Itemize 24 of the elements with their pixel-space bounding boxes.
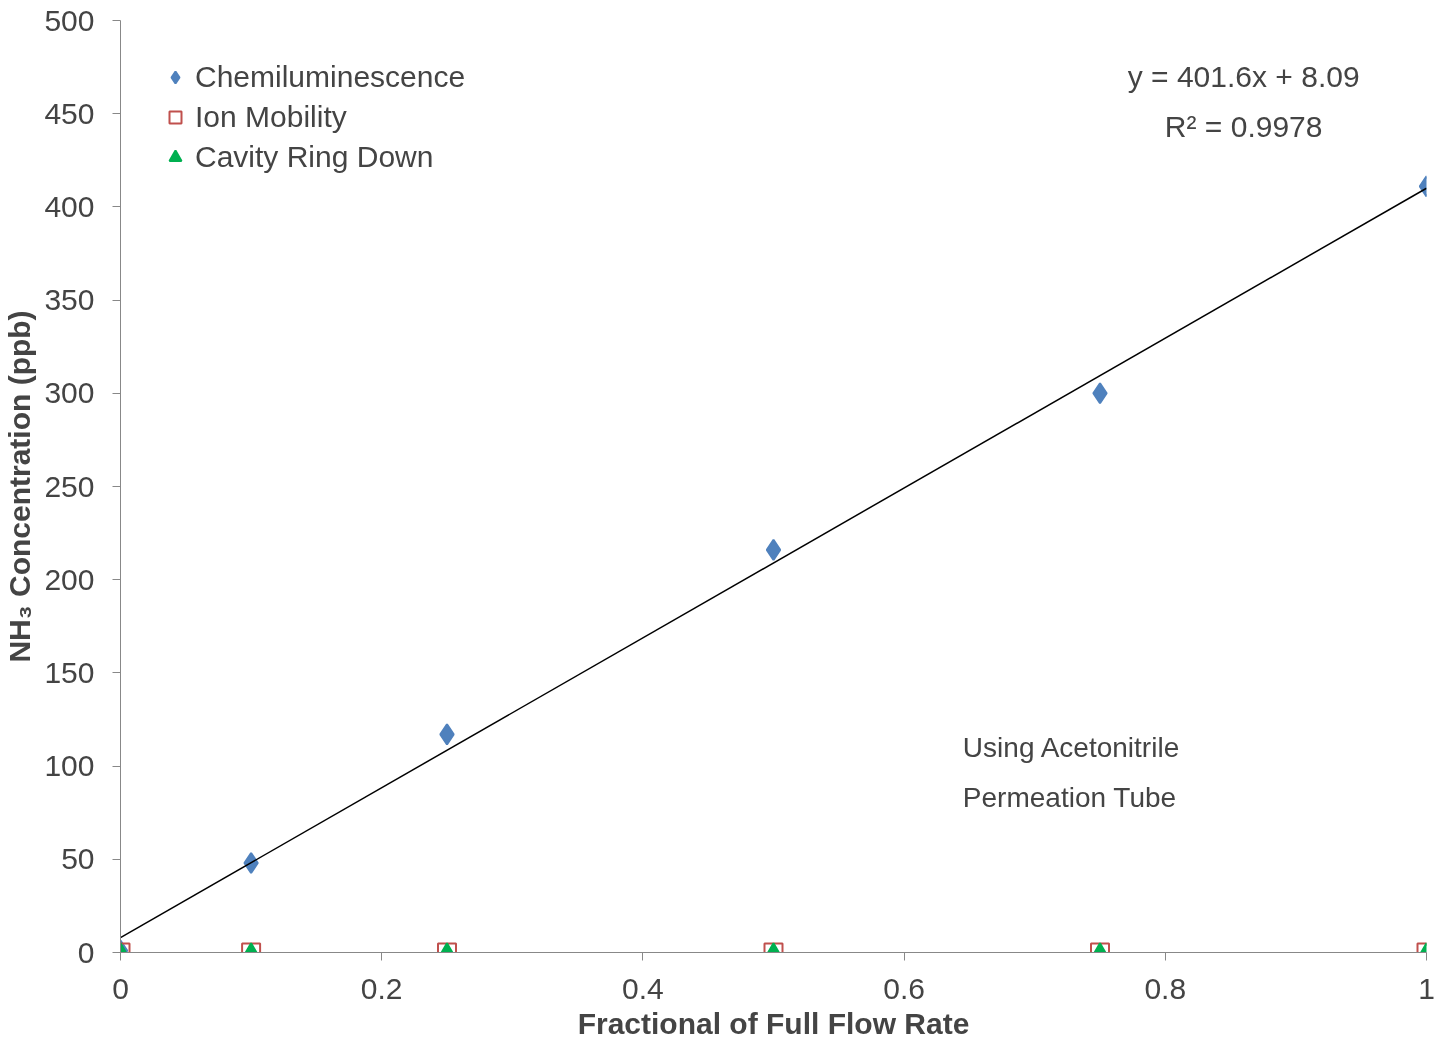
y-axis-title: NH₃ Concentration (ppb) <box>3 310 37 663</box>
y-tick-label: 300 <box>44 376 95 410</box>
y-tick-label: 400 <box>44 189 95 223</box>
y-tick-label: 500 <box>44 3 95 37</box>
x-axis-title: Fractional of Full Flow Rate <box>577 1006 970 1040</box>
x-tick-label: 1 <box>1418 971 1435 1005</box>
x-tick-label: 0.6 <box>883 971 925 1005</box>
y-tick-label: 200 <box>44 562 95 596</box>
y-tick-label: 250 <box>44 469 95 503</box>
legend-label: Cavity Ring Down <box>195 140 434 174</box>
legend-label: Ion Mobility <box>195 100 347 134</box>
x-tick-label: 0.2 <box>360 971 403 1005</box>
y-tick-label: 100 <box>44 749 95 783</box>
annotation: Using Acetonitrile Permeation Tube <box>962 731 1180 814</box>
y-tick-label: 450 <box>44 96 95 130</box>
legend-label: Chemiluminescence <box>195 60 466 94</box>
x-tick-label: 0 <box>112 971 129 1005</box>
y-tick-label: 150 <box>44 655 95 689</box>
x-tick-label: 0.8 <box>1144 971 1187 1005</box>
x-tick-label: 0.4 <box>622 971 664 1005</box>
y-tick-label: 350 <box>44 283 95 317</box>
annotation: y = 401.6x + 8.09 R² = 0.9978 <box>1127 59 1360 144</box>
y-tick-label: 0 <box>77 935 95 969</box>
y-tick-label: 50 <box>61 842 95 876</box>
